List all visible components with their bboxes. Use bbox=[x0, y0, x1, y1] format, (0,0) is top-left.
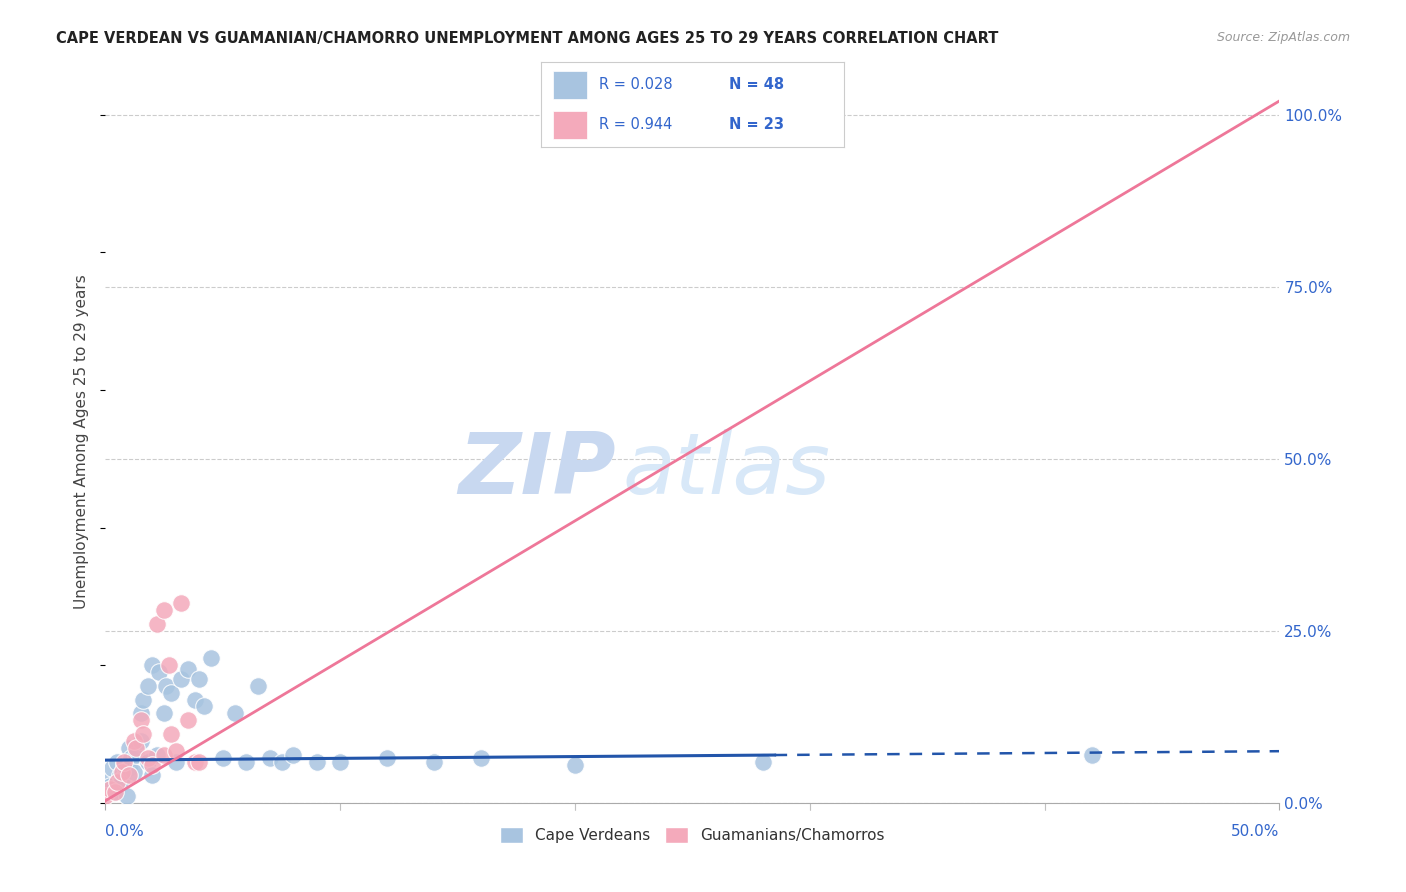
Point bbox=[141, 768, 163, 782]
Point bbox=[259, 751, 281, 765]
Point bbox=[122, 764, 145, 779]
Bar bbox=[554, 71, 586, 99]
Point bbox=[104, 785, 127, 799]
Point bbox=[153, 603, 176, 617]
Point bbox=[94, 775, 117, 789]
Point bbox=[423, 755, 446, 769]
Point bbox=[247, 679, 270, 693]
Point bbox=[329, 755, 352, 769]
Point bbox=[105, 755, 128, 769]
Point bbox=[153, 706, 176, 721]
Point bbox=[146, 747, 169, 762]
Text: N = 48: N = 48 bbox=[728, 77, 785, 92]
Point bbox=[118, 761, 141, 775]
Point bbox=[112, 758, 135, 772]
Point bbox=[155, 679, 177, 693]
Point bbox=[105, 775, 128, 789]
Point bbox=[136, 755, 159, 769]
Point bbox=[224, 706, 246, 721]
Point bbox=[305, 755, 328, 769]
Point bbox=[129, 713, 152, 727]
Point bbox=[118, 740, 141, 755]
Point bbox=[183, 755, 205, 769]
Text: Source: ZipAtlas.com: Source: ZipAtlas.com bbox=[1216, 31, 1350, 45]
Point bbox=[235, 755, 257, 769]
Point bbox=[160, 686, 183, 700]
Point bbox=[129, 706, 152, 721]
Point bbox=[188, 672, 211, 686]
Point bbox=[125, 740, 148, 755]
Text: 50.0%: 50.0% bbox=[1232, 824, 1279, 839]
Point bbox=[101, 761, 124, 775]
Bar bbox=[554, 111, 586, 139]
Point bbox=[136, 679, 159, 693]
Y-axis label: Unemployment Among Ages 25 to 29 years: Unemployment Among Ages 25 to 29 years bbox=[75, 274, 90, 609]
Point bbox=[98, 782, 121, 797]
Point bbox=[160, 727, 183, 741]
Point bbox=[564, 758, 586, 772]
Point bbox=[1080, 747, 1102, 762]
Text: ZIP: ZIP bbox=[458, 429, 616, 512]
Point bbox=[118, 768, 141, 782]
Point bbox=[200, 651, 222, 665]
Point bbox=[136, 751, 159, 765]
Point bbox=[270, 755, 292, 769]
Point bbox=[132, 727, 155, 741]
Point bbox=[148, 665, 170, 679]
Point bbox=[193, 699, 215, 714]
Point bbox=[98, 779, 121, 793]
Legend: Cape Verdeans, Guamanians/Chamorros: Cape Verdeans, Guamanians/Chamorros bbox=[494, 822, 891, 849]
Point bbox=[141, 758, 163, 772]
Point bbox=[132, 692, 155, 706]
Point bbox=[157, 658, 180, 673]
Point bbox=[169, 596, 191, 610]
Point bbox=[115, 789, 138, 803]
Point bbox=[141, 658, 163, 673]
Point bbox=[111, 764, 134, 779]
Point bbox=[120, 751, 142, 765]
Point bbox=[112, 755, 135, 769]
Text: 0.0%: 0.0% bbox=[105, 824, 145, 839]
Text: R = 0.944: R = 0.944 bbox=[599, 117, 672, 132]
Point bbox=[211, 751, 233, 765]
Point bbox=[94, 789, 117, 803]
Text: R = 0.028: R = 0.028 bbox=[599, 77, 672, 92]
Point bbox=[183, 692, 205, 706]
Text: CAPE VERDEAN VS GUAMANIAN/CHAMORRO UNEMPLOYMENT AMONG AGES 25 TO 29 YEARS CORREL: CAPE VERDEAN VS GUAMANIAN/CHAMORRO UNEMP… bbox=[56, 31, 998, 46]
Point bbox=[129, 734, 152, 748]
Point bbox=[108, 768, 131, 782]
Point bbox=[470, 751, 492, 765]
Point bbox=[146, 616, 169, 631]
Text: N = 23: N = 23 bbox=[728, 117, 783, 132]
Point bbox=[153, 747, 176, 762]
Point bbox=[165, 755, 187, 769]
Point bbox=[111, 772, 134, 786]
Point bbox=[752, 755, 775, 769]
Point bbox=[169, 672, 191, 686]
Point bbox=[125, 747, 148, 762]
Point bbox=[375, 751, 398, 765]
Text: atlas: atlas bbox=[621, 429, 830, 512]
Point bbox=[104, 785, 127, 799]
Point bbox=[165, 744, 187, 758]
Point bbox=[176, 662, 198, 676]
Point bbox=[283, 747, 305, 762]
Point bbox=[188, 755, 211, 769]
Point bbox=[176, 713, 198, 727]
Point bbox=[122, 734, 145, 748]
